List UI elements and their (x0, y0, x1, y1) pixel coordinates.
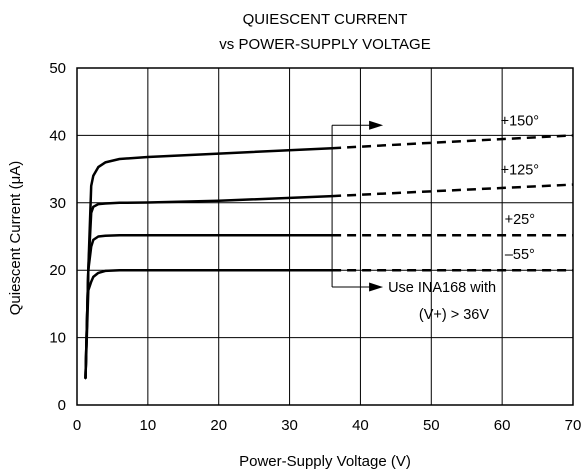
annotation-text-line-2: (V+) > 36V (419, 307, 489, 323)
plot-frame (76, 67, 574, 406)
curve-layer: +150° +125° +25° –55° (84, 114, 574, 380)
x-tick-label: 50 (423, 417, 440, 434)
series-label: +150° (501, 114, 539, 130)
series-curve-solid (84, 233, 334, 380)
series-label: –55° (505, 247, 535, 263)
x-axis-label: Power-Supply Voltage (V) (239, 453, 411, 470)
annotation-text-line-1: Use INA168 with (388, 280, 496, 296)
series-curve-solid (84, 194, 334, 380)
series-curve-solid (84, 146, 334, 380)
x-tick-label: 70 (565, 417, 582, 434)
y-tick-label: 10 (49, 330, 66, 347)
series-curve-solid (84, 268, 334, 380)
y-tick-label: 40 (49, 127, 66, 144)
chart-title-line-1: QUIESCENT CURRENT (243, 11, 408, 28)
annotation-arrow-bottom-head (369, 282, 384, 292)
series-label: +25° (505, 212, 535, 228)
annotation-arrow-top-head (369, 120, 384, 130)
chart-title-line-2: vs POWER-SUPPLY VOLTAGE (219, 36, 430, 53)
series-curve-dashed (332, 183, 574, 198)
y-tick-label: 20 (49, 262, 66, 279)
y-tick-label: 0 (58, 397, 66, 414)
y-tick-label: 50 (49, 60, 66, 77)
grid-layer (76, 67, 574, 406)
x-tick-label: 0 (73, 417, 81, 434)
x-tick-label: 40 (352, 417, 369, 434)
series-label: +125° (501, 163, 539, 179)
tick-layer: 0 10 20 30 40 50 60 70 0 10 20 30 40 50 (49, 60, 581, 434)
annotation-layer: Use INA168 with (V+) > 36V (331, 120, 496, 323)
series-curve-dashed (332, 134, 574, 150)
x-tick-label: 30 (281, 417, 298, 434)
y-axis-label: Quiescent Current (μA) (7, 161, 24, 316)
x-tick-label: 20 (210, 417, 227, 434)
y-tick-label: 30 (49, 195, 66, 212)
x-tick-label: 60 (494, 417, 511, 434)
x-tick-label: 10 (140, 417, 157, 434)
